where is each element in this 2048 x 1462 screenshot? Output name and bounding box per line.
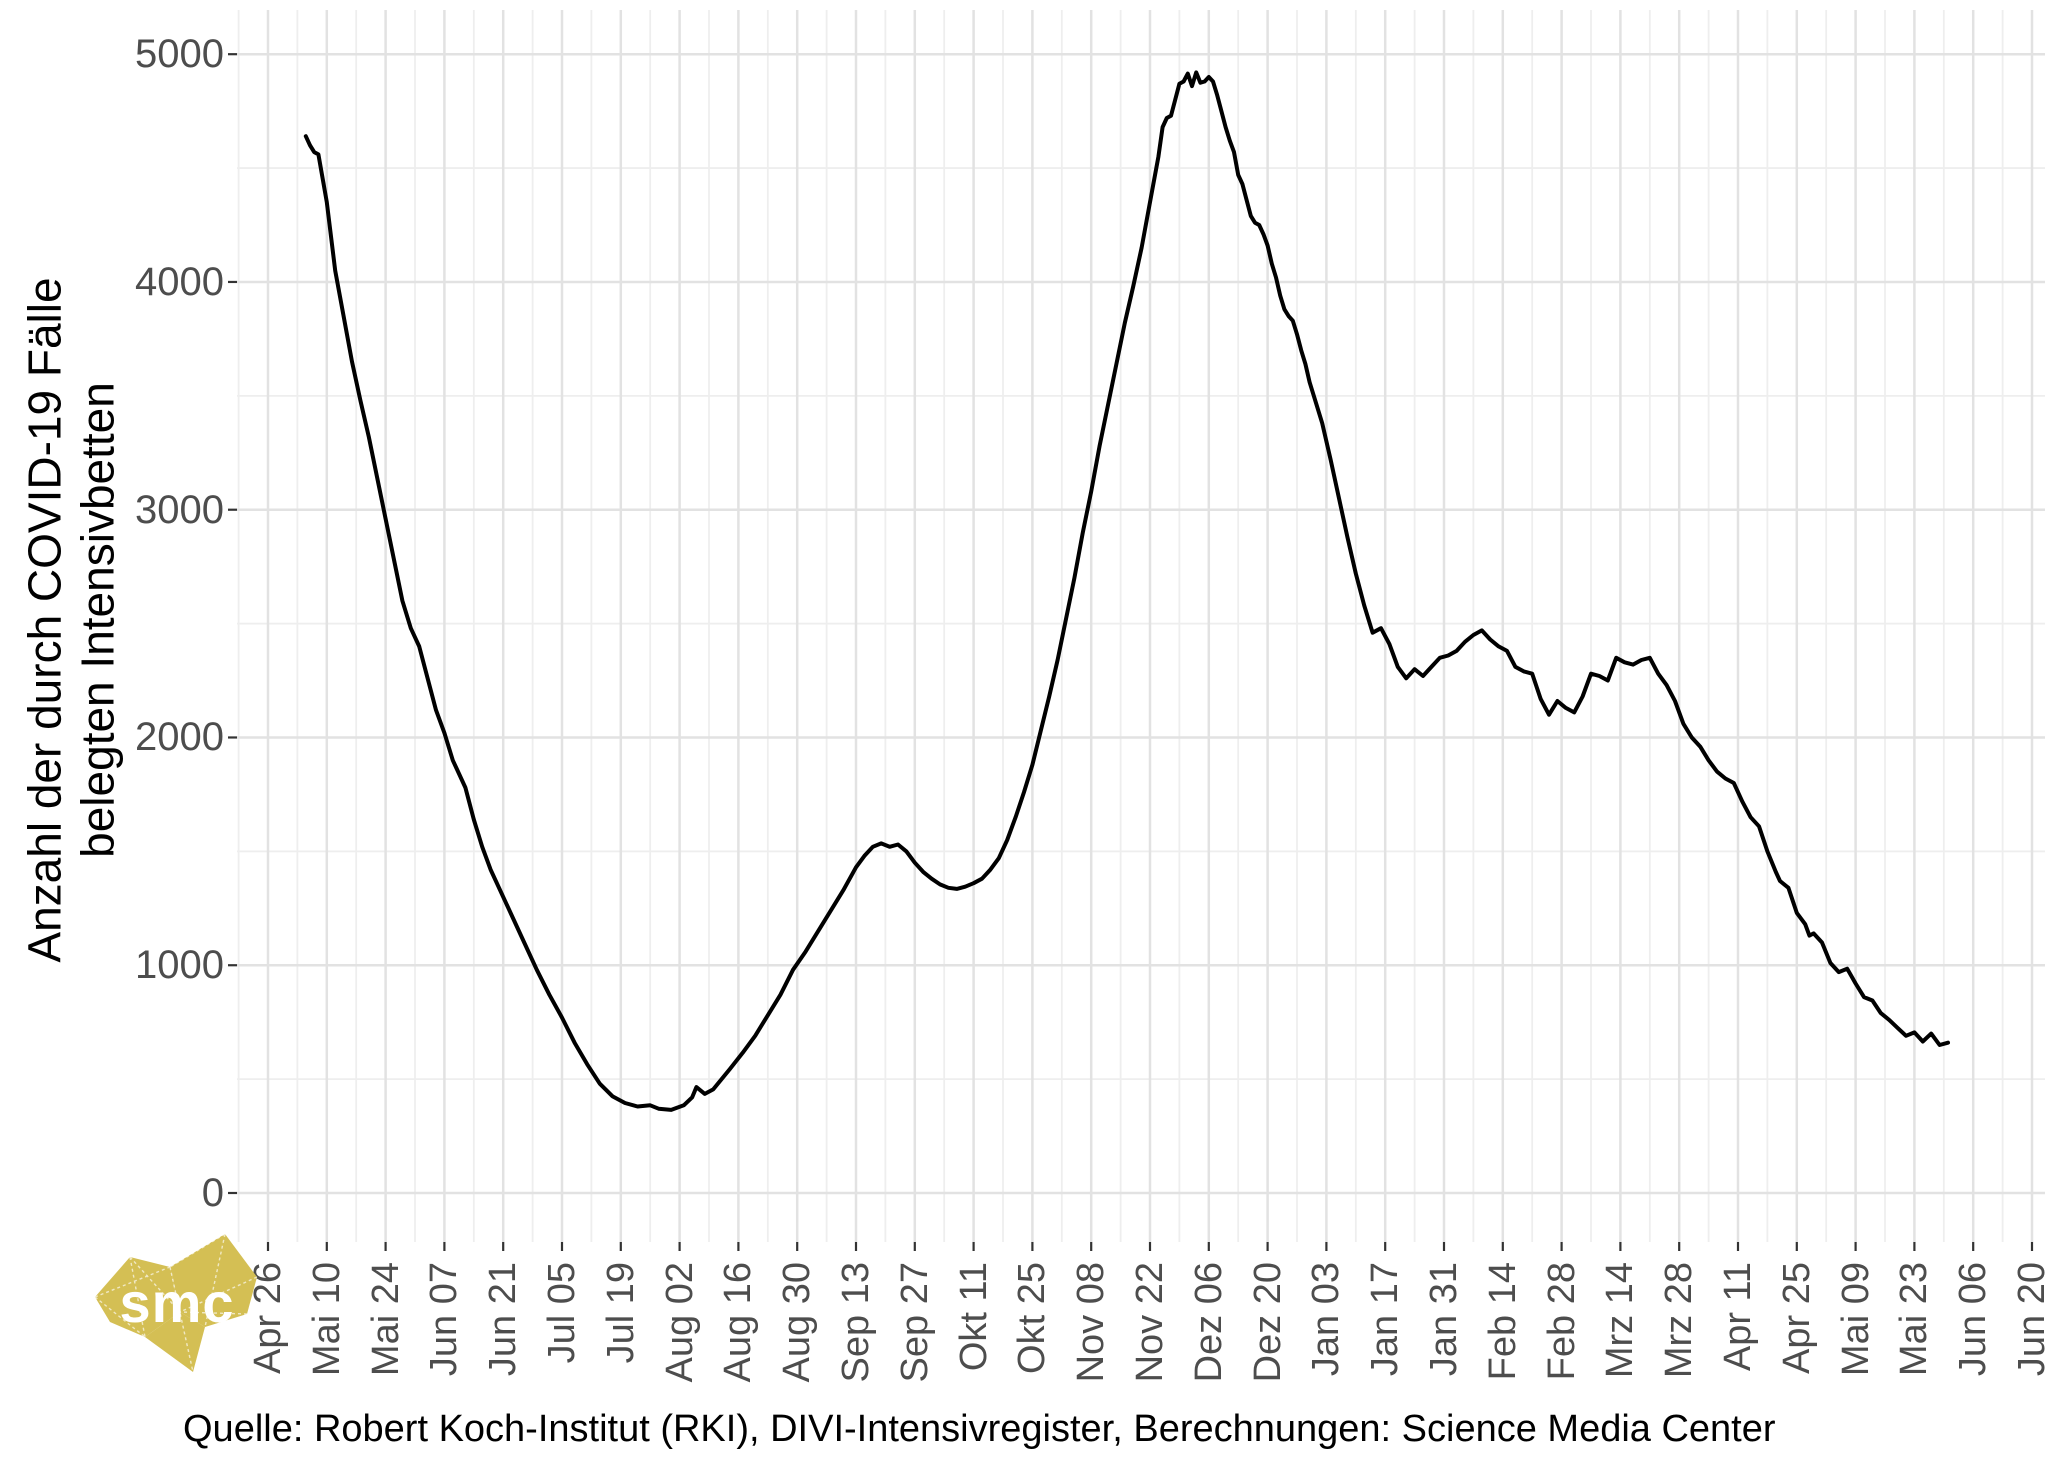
y-tick-label: 5000 [135,32,224,77]
x-tick-label: Apr 11 [1717,1262,1759,1372]
y-tick-label: 0 [201,1171,224,1215]
x-tick-label: Jan 03 [1305,1262,1348,1377]
x-tick-label: Sep 27 [893,1262,936,1383]
x-tick-label: Jul 05 [541,1262,583,1364]
x-tick-label: Sep 13 [835,1262,877,1383]
x-tick-label: Feb 28 [1540,1262,1583,1381]
x-tick-label: Jun 20 [2011,1262,2048,1377]
gridlines-minor [237,10,2045,1242]
x-tick-label: Jan 31 [1423,1262,1465,1377]
x-tick-label: Mai 24 [364,1262,407,1377]
x-tick-label: Nov 22 [1129,1262,1171,1383]
x-tick-label: Nov 08 [1070,1262,1113,1383]
axis-ticks [228,53,2034,1251]
y-axis-title-line2: belegten Intensivbetten [72,382,124,858]
y-axis-title-line1: Anzahl der durch COVID-19 Fälle [18,277,71,963]
x-tick-label: Jan 17 [1364,1262,1407,1377]
y-tick-label: 2000 [135,715,224,760]
x-tick-label: Jul 19 [599,1262,642,1364]
source-caption: Quelle: Robert Koch-Institut (RKI), DIVI… [183,1408,1776,1450]
y-tick-label: 1000 [135,943,224,988]
x-tick-label: Okt 25 [1011,1262,1054,1374]
x-tick-label: Apr 25 [1775,1262,1818,1374]
x-tick-label: Okt 11 [952,1262,995,1372]
smc-logo-star: smc [94,1233,258,1373]
x-tick-label: Aug 30 [776,1262,819,1383]
gridlines-major [237,10,2045,1242]
x-tick-label: Feb 14 [1481,1262,1524,1381]
x-tick-label: Mai 09 [1834,1262,1877,1377]
y-axis-title: Anzahl der durch COVID-19 Fälle belegten… [19,170,126,1070]
x-tick-label: Jun 07 [423,1262,466,1377]
x-tick-label: Mai 23 [1893,1262,1936,1377]
x-tick-label: Aug 02 [658,1262,701,1383]
y-tick-label: 4000 [135,259,224,304]
x-tick-label: Jun 21 [482,1262,525,1377]
smc-logo-text: smc [119,1271,234,1334]
x-tick-label: Mai 10 [305,1262,348,1377]
x-tick-label: Mrz 28 [1658,1262,1701,1379]
smc-logo: smc [94,1233,258,1373]
y-tick-label: 3000 [135,487,224,532]
x-tick-label: Jun 06 [1952,1262,1995,1377]
data-line [303,70,1950,1112]
x-tick-label: Aug 16 [717,1262,760,1383]
x-tick-label: Dez 06 [1187,1262,1230,1383]
x-tick-label: Mrz 14 [1599,1262,1642,1379]
x-tick-label: Dez 20 [1246,1262,1289,1383]
